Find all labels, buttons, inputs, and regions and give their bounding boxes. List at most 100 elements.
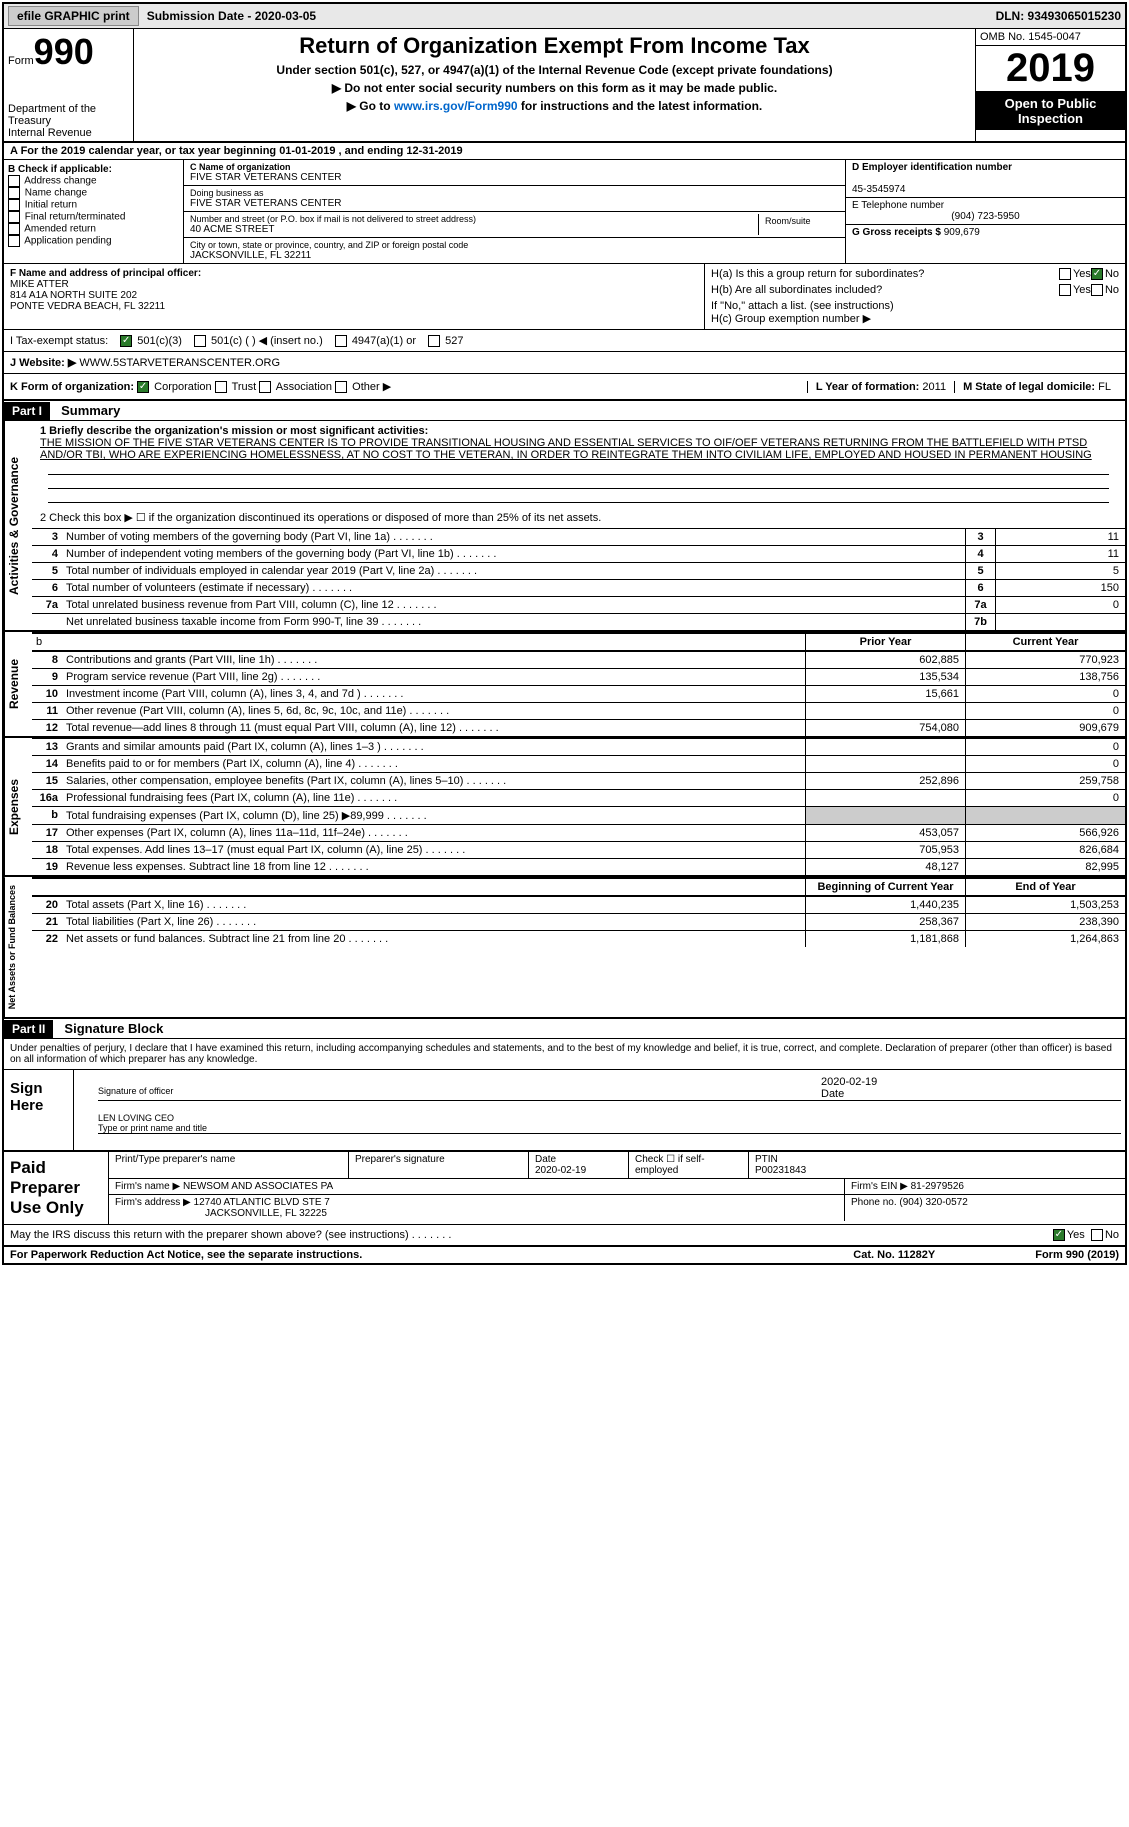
chk-discuss-no[interactable] bbox=[1091, 1229, 1103, 1241]
fin-label: Total revenue—add lines 8 through 11 (mu… bbox=[62, 720, 805, 736]
tax-year: 2019 bbox=[976, 46, 1125, 92]
row-val: 11 bbox=[995, 546, 1125, 562]
th-current: Current Year bbox=[965, 634, 1125, 650]
dept-irs: Internal Revenue bbox=[8, 127, 129, 139]
row-box: 5 bbox=[965, 563, 995, 579]
fin-num: 21 bbox=[32, 914, 62, 930]
fin-curr: 82,995 bbox=[965, 859, 1125, 875]
fin-curr: 138,756 bbox=[965, 669, 1125, 685]
fin-label: Revenue less expenses. Subtract line 18 … bbox=[62, 859, 805, 875]
fin-label: Program service revenue (Part VIII, line… bbox=[62, 669, 805, 685]
fin-prior: 135,534 bbox=[805, 669, 965, 685]
declaration: Under penalties of perjury, I declare th… bbox=[4, 1039, 1125, 1069]
street-address: 40 ACME STREET bbox=[190, 224, 758, 235]
chk-pending[interactable] bbox=[8, 235, 20, 247]
fin-prior bbox=[805, 756, 965, 772]
chk-other[interactable] bbox=[335, 381, 347, 393]
fin-num: 12 bbox=[32, 720, 62, 736]
row-label: Total number of individuals employed in … bbox=[62, 563, 965, 579]
dba-name: FIVE STAR VETERANS CENTER bbox=[190, 198, 839, 209]
fin-label: Net assets or fund balances. Subtract li… bbox=[62, 931, 805, 947]
chk-corp[interactable] bbox=[137, 381, 149, 393]
fin-curr: 0 bbox=[965, 703, 1125, 719]
sign-here-label: Sign Here bbox=[4, 1070, 74, 1150]
ptin: P00231843 bbox=[755, 1165, 806, 1176]
chk-4947[interactable] bbox=[335, 335, 347, 347]
fin-num: 13 bbox=[32, 739, 62, 755]
row-num: 4 bbox=[32, 546, 62, 562]
main-title: Return of Organization Exempt From Incom… bbox=[138, 33, 971, 59]
chk-amended[interactable] bbox=[8, 223, 20, 235]
chk-501c3[interactable] bbox=[120, 335, 132, 347]
fin-num: b bbox=[32, 807, 62, 824]
fin-num: 20 bbox=[32, 897, 62, 913]
chk-assoc[interactable] bbox=[259, 381, 271, 393]
chk-hb-no[interactable] bbox=[1091, 284, 1103, 296]
row-num: 7a bbox=[32, 597, 62, 613]
chk-trust[interactable] bbox=[215, 381, 227, 393]
fin-curr: 0 bbox=[965, 790, 1125, 806]
fin-num: 10 bbox=[32, 686, 62, 702]
fin-label: Salaries, other compensation, employee b… bbox=[62, 773, 805, 789]
website-url: WWW.5STARVETERANSCENTER.ORG bbox=[79, 357, 280, 369]
vtab-net-assets: Net Assets or Fund Balances bbox=[4, 877, 32, 1017]
fin-label: Total liabilities (Part X, line 26) bbox=[62, 914, 805, 930]
vtab-activities: Activities & Governance bbox=[4, 421, 32, 630]
gross-receipts: 909,679 bbox=[944, 227, 980, 238]
chk-ha-yes[interactable] bbox=[1059, 268, 1071, 280]
hb-note: If "No," attach a list. (see instruction… bbox=[711, 300, 1119, 312]
fin-prior: 15,661 bbox=[805, 686, 965, 702]
form-label: Form bbox=[8, 55, 34, 67]
part2-header: Part II bbox=[4, 1020, 53, 1038]
row-label: Net unrelated business taxable income fr… bbox=[62, 614, 965, 630]
fin-prior: 1,181,868 bbox=[805, 931, 965, 947]
chk-501c[interactable] bbox=[194, 335, 206, 347]
telephone: (904) 723-5950 bbox=[852, 211, 1119, 222]
officer-addr2: PONTE VEDRA BEACH, FL 32211 bbox=[10, 301, 165, 312]
th-beginning: Beginning of Current Year bbox=[805, 879, 965, 895]
instr-2: ▶ Go to www.irs.gov/Form990 for instruct… bbox=[138, 99, 971, 113]
fin-curr: 259,758 bbox=[965, 773, 1125, 789]
fin-num: 18 bbox=[32, 842, 62, 858]
fin-prior: 602,885 bbox=[805, 652, 965, 668]
fin-curr: 0 bbox=[965, 739, 1125, 755]
e-label: E Telephone number bbox=[852, 200, 944, 211]
year-formation: 2011 bbox=[922, 381, 946, 393]
section-fh: F Name and address of principal officer:… bbox=[4, 264, 1125, 330]
fin-prior: 252,896 bbox=[805, 773, 965, 789]
chk-527[interactable] bbox=[428, 335, 440, 347]
q2-label: 2 Check this box ▶ ☐ if the organization… bbox=[32, 507, 1125, 528]
mission-text: THE MISSION OF THE FIVE STAR VETERANS CE… bbox=[40, 437, 1092, 461]
fin-prior bbox=[805, 790, 965, 806]
chk-discuss-yes[interactable] bbox=[1053, 1229, 1065, 1241]
fin-prior: 705,953 bbox=[805, 842, 965, 858]
fin-curr bbox=[965, 807, 1125, 824]
fin-curr: 770,923 bbox=[965, 652, 1125, 668]
ein: 45-3545974 bbox=[852, 184, 905, 195]
row-box: 7a bbox=[965, 597, 995, 613]
chk-final[interactable] bbox=[8, 211, 20, 223]
dln: DLN: 93493065015230 bbox=[996, 9, 1121, 23]
row-box: 7b bbox=[965, 614, 995, 630]
firm-ein: 81-2979526 bbox=[911, 1181, 964, 1192]
chk-hb-yes[interactable] bbox=[1059, 284, 1071, 296]
sub-title: Under section 501(c), 527, or 4947(a)(1)… bbox=[138, 63, 971, 77]
chk-initial[interactable] bbox=[8, 199, 20, 211]
chk-address[interactable] bbox=[8, 175, 20, 187]
vtab-revenue: Revenue bbox=[4, 632, 32, 736]
row-val bbox=[995, 614, 1125, 630]
header-bar: efile GRAPHIC print Submission Date - 20… bbox=[4, 4, 1125, 29]
chk-ha-no[interactable] bbox=[1091, 268, 1103, 280]
chk-name[interactable] bbox=[8, 187, 20, 199]
irs-link[interactable]: www.irs.gov/Form990 bbox=[394, 99, 518, 113]
d-label: D Employer identification number bbox=[852, 162, 1012, 173]
efile-link[interactable]: efile GRAPHIC print bbox=[8, 6, 139, 26]
fin-curr: 566,926 bbox=[965, 825, 1125, 841]
row-num: 6 bbox=[32, 580, 62, 596]
row-val: 0 bbox=[995, 597, 1125, 613]
submission-date: Submission Date - 2020-03-05 bbox=[147, 9, 316, 23]
firm-addr2: JACKSONVILLE, FL 32225 bbox=[205, 1208, 327, 1219]
firm-addr1: 12740 ATLANTIC BLVD STE 7 bbox=[194, 1197, 330, 1208]
discuss-question: May the IRS discuss this return with the… bbox=[10, 1229, 1053, 1241]
part1-header: Part I bbox=[4, 402, 50, 420]
